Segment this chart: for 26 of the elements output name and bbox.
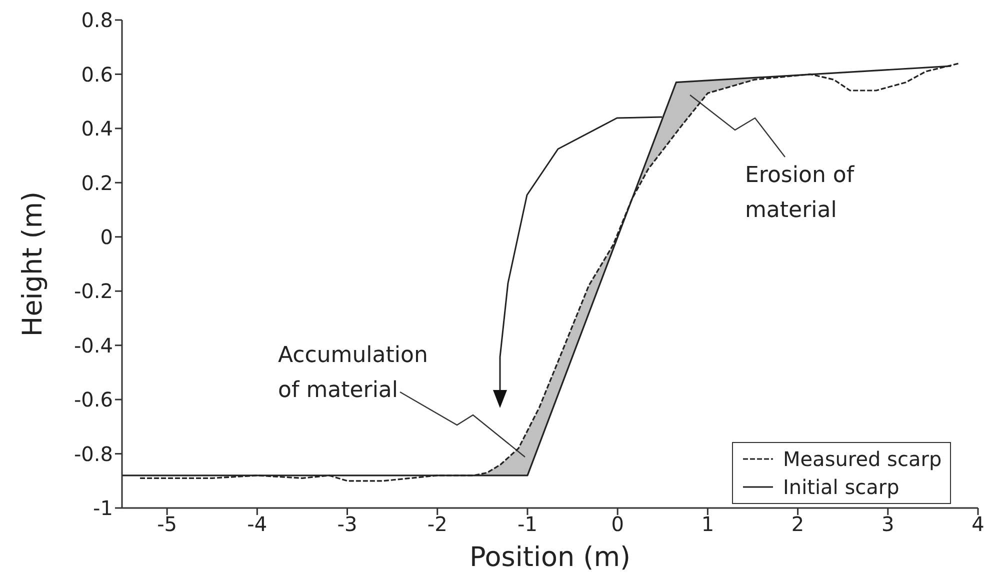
annotation: Erosion of material <box>745 163 856 223</box>
y-tick-label: 0.6 <box>81 62 113 86</box>
legend-label: Measured scarp <box>783 446 942 473</box>
y-tick-label: -0.6 <box>74 388 113 412</box>
x-tick-label: 1 <box>701 512 714 536</box>
x-tick-label: -5 <box>157 512 178 536</box>
x-tick-label: -2 <box>427 512 448 536</box>
x-tick-label: -1 <box>517 512 538 536</box>
y-tick-label: 0.4 <box>81 116 113 141</box>
y-tick-label: 0.8 <box>81 8 113 32</box>
y-tick-label: 0.2 <box>81 170 113 195</box>
y-tick-label: -0.8 <box>74 442 113 466</box>
x-tick-label: -3 <box>337 512 358 536</box>
y-tick-label: -0.4 <box>74 333 113 358</box>
annotation: Accumulation of material <box>278 343 428 403</box>
y-tick-label: -0.2 <box>74 279 113 304</box>
x-tick-label: 4 <box>972 512 984 536</box>
legend-label: Initial scarp <box>783 474 900 501</box>
x-tick-label: 3 <box>882 512 894 536</box>
y-axis-title: Height (m) <box>18 191 49 337</box>
y-tick-label: 0 <box>100 224 113 249</box>
x-tick-label: -4 <box>247 512 268 536</box>
y-tick-label: -1 <box>93 496 113 520</box>
x-axis-title: Position (m) <box>469 542 631 573</box>
x-tick-label: 0 <box>611 512 624 536</box>
x-tick-label: 2 <box>791 512 804 536</box>
